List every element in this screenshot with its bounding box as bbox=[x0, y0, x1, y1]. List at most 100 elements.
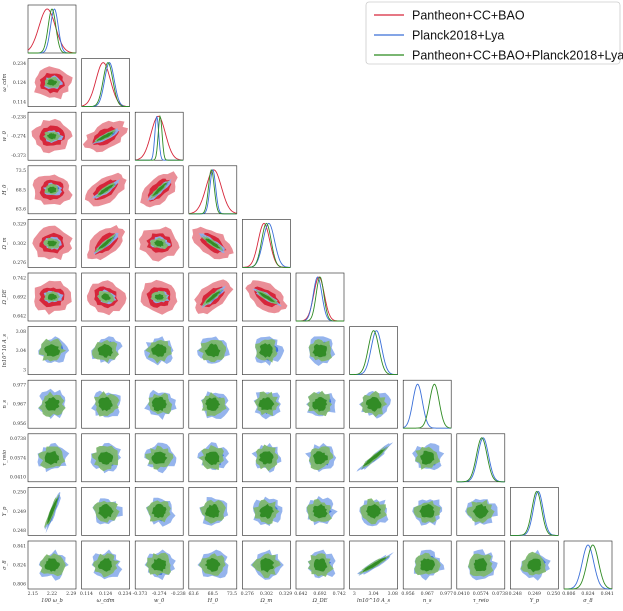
y-axis-label: τ_reio bbox=[2, 450, 8, 466]
contour-green-inner bbox=[258, 451, 274, 465]
x-tick-label: 0.642 bbox=[294, 591, 307, 597]
panel-9-9 bbox=[510, 487, 559, 536]
panel-10-6 bbox=[349, 540, 398, 590]
y-tick-label: 0.250 bbox=[13, 490, 26, 496]
contour-group bbox=[38, 549, 69, 581]
panel-8-7 bbox=[402, 433, 452, 483]
panel-9-0 bbox=[27, 487, 77, 536]
contour-green-inner bbox=[313, 451, 328, 465]
x-tick-label: 0.329 bbox=[279, 591, 292, 597]
contour-green-inner bbox=[154, 240, 164, 247]
x-axis-label: n_s bbox=[423, 598, 432, 604]
x-tick-label: 63.6 bbox=[188, 591, 198, 597]
contour-group bbox=[197, 549, 229, 579]
panel-10-7 bbox=[402, 540, 452, 590]
contour-green-inner bbox=[47, 240, 57, 247]
contour-group bbox=[92, 498, 123, 525]
contour-group bbox=[38, 336, 70, 363]
y-tick-label: 0.642 bbox=[13, 314, 26, 320]
contour-group bbox=[197, 336, 230, 364]
panel-7-5 bbox=[295, 379, 345, 429]
contour-group bbox=[140, 279, 178, 315]
panel-4-0 bbox=[27, 219, 77, 268]
contour-group bbox=[138, 226, 180, 262]
contour-green-inner bbox=[151, 558, 167, 572]
x-tick-label: 3.04 bbox=[368, 591, 378, 597]
panel-2-1 bbox=[81, 111, 130, 161]
contour-group bbox=[38, 388, 66, 419]
contour-green-inner bbox=[365, 396, 382, 412]
x-tick-label: 0.250 bbox=[547, 591, 560, 597]
contour-group bbox=[91, 390, 121, 418]
contour-group bbox=[90, 442, 122, 474]
x-tick-label: 3.08 bbox=[388, 591, 398, 597]
contour-green-inner bbox=[204, 343, 221, 358]
x-tick-label: 68.5 bbox=[208, 591, 218, 597]
y-tick-label: 0.234 bbox=[13, 61, 26, 67]
contour-green-inner bbox=[527, 558, 542, 573]
y-tick-label: 0.302 bbox=[13, 241, 26, 247]
x-tick-label: 0.0738 bbox=[492, 591, 508, 597]
y-tick-label: 3 bbox=[23, 367, 26, 373]
panel-10-3 bbox=[188, 540, 238, 590]
contour-group bbox=[413, 549, 445, 581]
panel-6-6 bbox=[349, 326, 398, 376]
contour-group bbox=[359, 498, 389, 527]
contour-group bbox=[145, 497, 176, 527]
contour-green-inner bbox=[47, 79, 57, 86]
marginal-curve-b bbox=[564, 544, 612, 590]
x-tick-label: 0.0574 bbox=[473, 591, 489, 597]
x-tick-label: 2.15 bbox=[28, 591, 38, 597]
legend: Pantheon+CC+BAO Planck2018+Lya Pantheon+CC… bbox=[365, 1, 623, 65]
contour-green-inner bbox=[420, 450, 435, 465]
panel-10-0 bbox=[27, 540, 77, 590]
contour-group bbox=[34, 280, 72, 315]
panel-frame bbox=[295, 326, 345, 375]
panel-10-1 bbox=[81, 540, 130, 590]
contour-group bbox=[144, 336, 174, 366]
panel-6-2 bbox=[134, 326, 184, 375]
contour-green-inner bbox=[312, 344, 327, 358]
panel-frame bbox=[134, 326, 184, 375]
contour-green-inner bbox=[98, 558, 112, 572]
x-axis-label: H_0 bbox=[207, 598, 219, 604]
panel-5-3 bbox=[188, 272, 238, 322]
contour-green-inner bbox=[362, 557, 386, 572]
x-tick-label: 0.977 bbox=[440, 591, 453, 597]
contour-group bbox=[306, 390, 336, 417]
contour-group bbox=[245, 280, 288, 314]
y-tick-label: 0.0574 bbox=[10, 455, 26, 461]
y-tick-label: 0.841 bbox=[13, 543, 26, 549]
y-tick-label: 63.6 bbox=[16, 207, 26, 213]
panel-5-0 bbox=[27, 272, 77, 322]
x-tick-label: 0.114 bbox=[80, 591, 93, 597]
panel-7-1 bbox=[81, 379, 130, 429]
panel-4-2 bbox=[134, 219, 184, 268]
contour-green-inner bbox=[97, 237, 114, 250]
panel-frame bbox=[510, 540, 559, 590]
panel-3-2 bbox=[134, 165, 184, 215]
contour-group bbox=[306, 496, 338, 526]
y-tick-label: -0.274 bbox=[11, 134, 26, 140]
y-tick-label: 0.249 bbox=[13, 509, 26, 515]
panel-10-2 bbox=[134, 540, 184, 590]
y-axis-label: w_0 bbox=[2, 130, 8, 141]
y-tick-label: 3.08 bbox=[16, 329, 26, 335]
x-tick-label: 0.302 bbox=[260, 591, 273, 597]
panel-7-7 bbox=[402, 379, 452, 429]
panel-8-5 bbox=[295, 433, 345, 483]
panel-5-4 bbox=[242, 272, 291, 322]
y-axis-label: H_0 bbox=[2, 184, 8, 196]
y-axis-label: Ω_DE bbox=[2, 289, 8, 305]
contour-green-inner bbox=[154, 293, 164, 300]
panel-6-1 bbox=[81, 326, 130, 375]
contour-green-inner bbox=[420, 558, 435, 572]
legend-frame bbox=[365, 1, 621, 65]
contour-green-inner bbox=[258, 292, 275, 303]
panel-frame bbox=[295, 272, 345, 322]
panel-5-2 bbox=[134, 272, 184, 322]
contour-green-inner bbox=[44, 396, 60, 411]
contour-green-inner bbox=[205, 397, 221, 411]
marginal-curve-g bbox=[403, 383, 452, 429]
y-tick-label: 0.692 bbox=[13, 295, 26, 301]
